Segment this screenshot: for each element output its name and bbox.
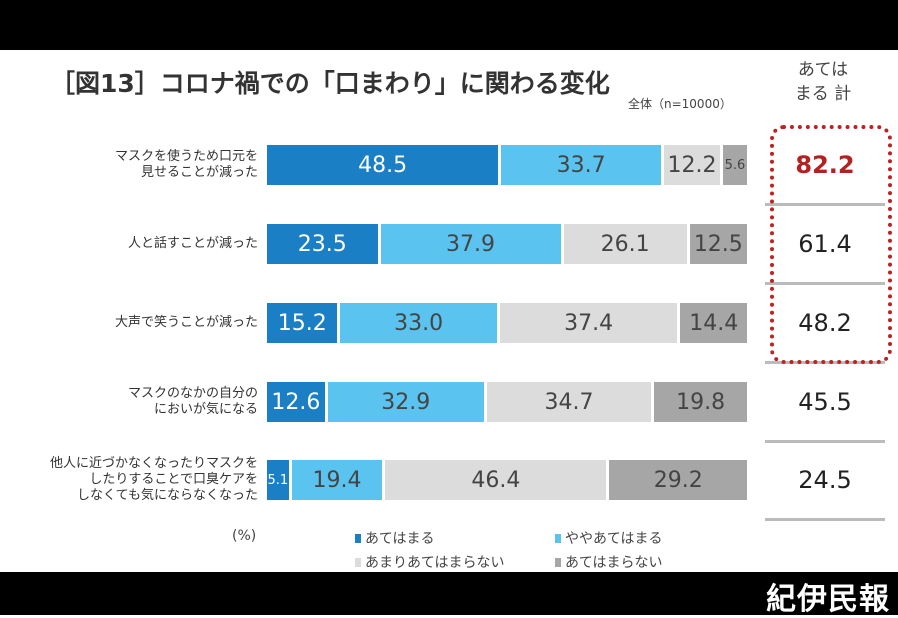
stacked-bar: 48.5 33.7 12.2 5.6 (267, 145, 750, 185)
bar-segment: 32.9 (327, 382, 487, 422)
total-header: あては まる 計 (778, 58, 868, 106)
legend-swatch (555, 557, 561, 567)
bar-segment: 15.2 (267, 303, 341, 343)
total-separator (765, 282, 885, 285)
legend-label: あまりあてはまらない (365, 555, 505, 571)
legend-item: あまりあてはまらない (355, 552, 504, 572)
legend-label: あてはまる (365, 531, 435, 547)
bar-segment: 26.1 (563, 224, 690, 264)
category-label-line: しなくても気にならなくなった (77, 488, 258, 503)
bar-segment: 12.2 (664, 145, 723, 185)
stacked-bar: 5.1 19.4 46.4 29.2 (267, 460, 750, 500)
category-label: 人と話すことが減った (0, 224, 258, 264)
category-label: マスクのなかの自分の においが気になる (0, 382, 258, 422)
total-header-line1: あては (797, 60, 849, 80)
bar-segment: 46.4 (385, 460, 610, 500)
stacked-bar: 15.2 33.0 37.4 14.4 (267, 303, 750, 343)
total-value: 45.5 (798, 388, 852, 416)
chart-row: マスクを使うため口元を 見せることが減った 48.5 33.7 12.2 5.6 82.2 (0, 145, 898, 185)
brand-logo: 紀伊民報 (766, 582, 890, 617)
bar-segment: 34.7 (486, 382, 655, 422)
legend-item: ややあてはまる (555, 528, 662, 548)
total-separator (765, 440, 885, 443)
total-value: 82.2 (795, 151, 855, 179)
bar-segment: 37.4 (499, 303, 681, 343)
highlight-dotted-box (770, 125, 892, 364)
unit-label: (%) (232, 528, 257, 544)
total-value: 24.5 (798, 466, 852, 494)
category-label-line: 見せることが減った (140, 165, 258, 180)
category-label-line: 他人に近づかなくなったりマスクを (49, 456, 258, 471)
sample-size: 全体（n=10000） (628, 97, 732, 111)
bar-segment: 48.5 (267, 145, 502, 185)
category-label-line: においが気になる (153, 402, 258, 417)
total-value: 48.2 (798, 309, 852, 337)
legend-label: ややあてはまる (565, 531, 663, 547)
chart-row: 大声で笑うことが減った 15.2 33.0 37.4 14.4 48.2 (0, 303, 898, 343)
category-label-line: マスクを使うため口元を (114, 149, 258, 164)
category-label-line: 大声で笑うことが減った (114, 315, 258, 330)
category-label: マスクを使うため口元を 見せることが減った (0, 145, 258, 185)
total-separator (765, 203, 885, 206)
category-label-line: マスクのなかの自分の (127, 386, 258, 401)
bar-segment: 14.4 (680, 303, 750, 343)
legend-item: あてはまる (355, 528, 434, 548)
chart-title: ［図13］コロナ禍での「口まわり」に関わる変化 (50, 69, 610, 98)
category-label-line: したりすることで口臭ケアを (89, 472, 258, 487)
legend-item: あてはまらない (555, 552, 662, 572)
category-label: 他人に近づかなくなったりマスクを したりすることで口臭ケアを しなくても気にならなく… (0, 456, 258, 503)
stacked-bar: 23.5 37.9 26.1 12.5 (267, 224, 750, 264)
chart-row: マスクのなかの自分の においが気になる 12.6 32.9 34.7 19.8 45.5 (0, 382, 898, 422)
bar-segment: 37.9 (380, 224, 564, 264)
category-label: 大声で笑うことが減った (0, 303, 258, 343)
category-label-line: 人と話すことが減った (127, 236, 258, 251)
total-separator (765, 518, 885, 521)
total-value: 61.4 (798, 230, 852, 258)
bar-segment: 12.6 (267, 382, 328, 422)
bar-segment: 33.0 (340, 303, 500, 343)
bar-segment: 19.4 (291, 460, 386, 500)
bar-segment: 5.6 (722, 145, 750, 185)
bottom-bar: 紀伊民報 (0, 572, 898, 617)
total-header-line2: まる 計 (794, 84, 852, 104)
bar-segment: 19.8 (654, 382, 750, 422)
legend-label: あてはまらない (565, 555, 663, 571)
top-bar (0, 0, 898, 50)
stacked-bar: 12.6 32.9 34.7 19.8 (267, 382, 750, 422)
bar-segment: 29.2 (609, 460, 750, 500)
legend-swatch (355, 533, 361, 543)
bar-segment: 5.1 (267, 460, 292, 500)
legend-swatch (555, 533, 561, 543)
bar-segment: 23.5 (267, 224, 381, 264)
chart-row: 他人に近づかなくなったりマスクを したりすることで口臭ケアを しなくても気にならなく… (0, 456, 898, 503)
legend-swatch (355, 557, 361, 567)
bar-segment: 12.5 (689, 224, 750, 264)
chart-row: 人と話すことが減った 23.5 37.9 26.1 12.5 61.4 (0, 224, 898, 264)
bar-segment: 33.7 (501, 145, 665, 185)
